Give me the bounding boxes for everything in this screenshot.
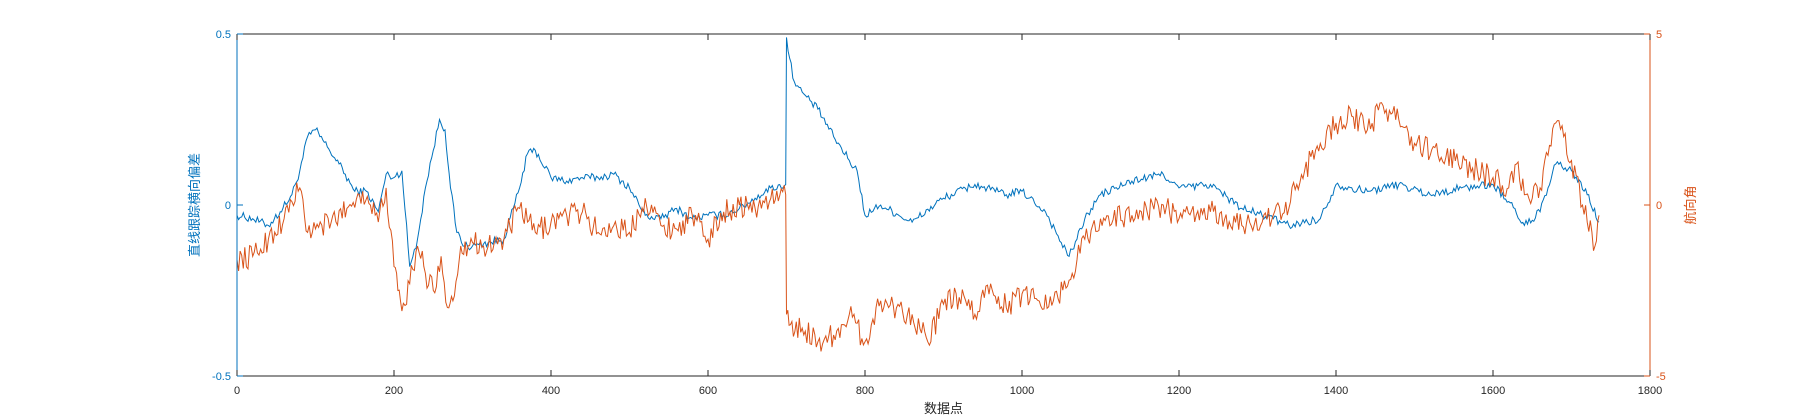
x-tick-label: 200 [385,385,403,397]
axes: 0 200 400 600 800 1000 1200 1400 1600 1800-0.500.… [212,29,1666,397]
left-y-tick-label: -0.5 [212,371,231,383]
plot-area [236,37,1600,352]
left-y-tick-label: 0 [225,200,231,212]
x-tick-label: 1800 [1638,385,1662,397]
x-tick-label: 600 [699,385,717,397]
x-tick-label: 400 [542,385,560,397]
right-y-tick-label: 0 [1656,200,1662,212]
x-tick-label: 1400 [1324,385,1348,397]
right-y-axis-title: 航向角 [1683,185,1699,224]
x-tick-label: 0 [234,385,240,397]
x-tick-label: 800 [856,385,874,397]
left-y-tick-label: 0.5 [216,29,231,41]
x-axis-title: 数据点 [924,402,963,417]
heading-angle-series-line [236,102,1600,352]
left-y-axis-title: 直线跟踪横向偏差 [187,153,203,257]
x-tick-label: 1000 [1010,385,1034,397]
right-y-tick-label: -5 [1656,371,1666,383]
x-tick-label: 1600 [1481,385,1505,397]
x-tick-label: 1200 [1167,385,1191,397]
right-y-tick-label: 5 [1656,29,1662,41]
lateral-deviation-series-line [236,37,1600,267]
